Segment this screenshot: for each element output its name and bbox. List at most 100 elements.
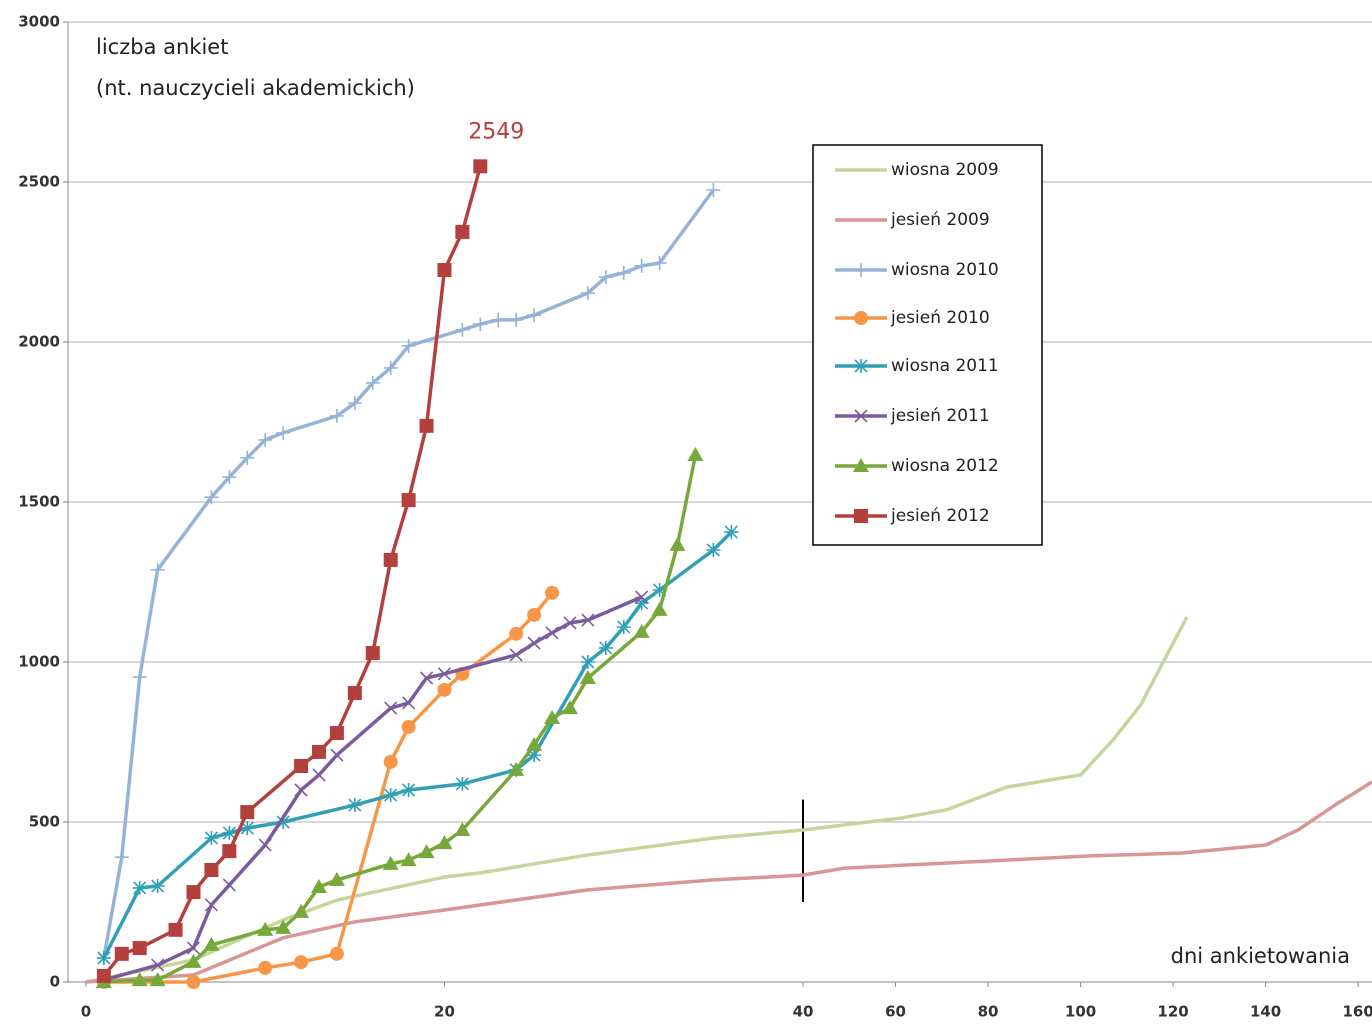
y-tick-label: 1000 bbox=[18, 653, 60, 671]
marker bbox=[854, 509, 868, 523]
marker bbox=[222, 844, 237, 859]
marker bbox=[186, 885, 201, 900]
marker bbox=[132, 880, 147, 895]
legend-label: jesień 2010 bbox=[890, 308, 990, 328]
marker bbox=[455, 224, 470, 239]
y-tick-label: 2000 bbox=[18, 333, 60, 351]
marker bbox=[527, 636, 541, 650]
marker bbox=[365, 375, 380, 390]
marker bbox=[545, 626, 559, 640]
marker bbox=[383, 552, 398, 567]
marker bbox=[402, 696, 416, 710]
marker bbox=[204, 863, 219, 877]
marker bbox=[616, 265, 631, 280]
marker bbox=[329, 726, 344, 741]
data-label: 2549 bbox=[468, 119, 524, 144]
marker bbox=[329, 408, 344, 423]
marker bbox=[329, 946, 344, 961]
legend-label: jesień 2011 bbox=[890, 406, 990, 426]
marker bbox=[527, 308, 542, 323]
marker bbox=[204, 898, 218, 912]
marker bbox=[293, 903, 310, 918]
marker bbox=[150, 879, 165, 893]
legend-label: jesień 2012 bbox=[890, 506, 990, 526]
marker bbox=[203, 936, 220, 951]
x-tick-label: 160 bbox=[1342, 1003, 1372, 1021]
marker bbox=[544, 710, 561, 724]
x-tick-label: 0 bbox=[81, 1003, 91, 1021]
legend-label: wiosna 2010 bbox=[891, 260, 999, 280]
marker bbox=[854, 409, 868, 423]
series-line bbox=[85, 780, 1372, 984]
marker bbox=[222, 878, 236, 892]
marker bbox=[365, 646, 380, 661]
marker bbox=[401, 338, 416, 353]
marker bbox=[419, 418, 434, 433]
marker bbox=[616, 620, 631, 635]
marker bbox=[383, 788, 398, 803]
y-tick-label: 1500 bbox=[18, 493, 60, 511]
marker bbox=[204, 490, 219, 505]
marker bbox=[527, 607, 542, 622]
marker bbox=[509, 312, 524, 327]
series-line bbox=[102, 188, 715, 959]
marker bbox=[401, 719, 416, 734]
marker bbox=[509, 648, 523, 662]
y-tick-label: 3000 bbox=[18, 13, 60, 31]
marker bbox=[418, 844, 435, 859]
marker bbox=[311, 744, 326, 759]
marker bbox=[114, 946, 129, 961]
series: 2549 bbox=[96, 119, 524, 983]
marker bbox=[347, 686, 362, 701]
marker bbox=[455, 322, 470, 337]
marker bbox=[401, 783, 416, 797]
marker bbox=[854, 263, 868, 277]
legend-label: wiosna 2009 bbox=[891, 160, 999, 180]
marker bbox=[687, 446, 704, 461]
marker bbox=[186, 941, 201, 955]
marker bbox=[853, 458, 869, 472]
x-tick-label: 140 bbox=[1250, 1003, 1281, 1021]
marker bbox=[580, 655, 595, 669]
marker bbox=[491, 312, 506, 327]
marker bbox=[455, 776, 470, 791]
marker bbox=[706, 183, 721, 197]
series bbox=[96, 585, 560, 989]
series bbox=[96, 183, 721, 965]
marker bbox=[473, 317, 488, 332]
marker bbox=[561, 700, 578, 715]
marker bbox=[240, 821, 255, 836]
series-line bbox=[85, 616, 1189, 984]
marker bbox=[634, 596, 649, 611]
marker bbox=[149, 972, 166, 987]
marker bbox=[563, 616, 577, 630]
marker bbox=[150, 562, 165, 577]
marker bbox=[258, 838, 272, 852]
marker bbox=[652, 255, 667, 270]
series bbox=[85, 616, 1189, 984]
marker bbox=[294, 783, 308, 797]
marker bbox=[401, 493, 416, 508]
legend-box bbox=[812, 144, 1043, 546]
marker bbox=[437, 263, 452, 277]
marker bbox=[276, 425, 291, 440]
series bbox=[95, 446, 704, 988]
marker bbox=[312, 768, 326, 782]
marker bbox=[509, 626, 524, 641]
marker bbox=[310, 878, 327, 893]
marker bbox=[400, 852, 417, 867]
marker bbox=[347, 396, 362, 411]
legend-label: jesień 2009 bbox=[890, 210, 990, 230]
marker bbox=[384, 701, 398, 715]
marker bbox=[96, 951, 111, 965]
marker bbox=[222, 825, 237, 840]
marker bbox=[240, 450, 255, 465]
marker bbox=[258, 960, 273, 975]
marker bbox=[634, 258, 649, 273]
marker bbox=[598, 270, 613, 285]
y-axis-label: liczba ankiet bbox=[96, 35, 228, 59]
marker bbox=[185, 953, 202, 968]
marker bbox=[437, 682, 452, 697]
x-tick-label: 120 bbox=[1157, 1003, 1188, 1021]
